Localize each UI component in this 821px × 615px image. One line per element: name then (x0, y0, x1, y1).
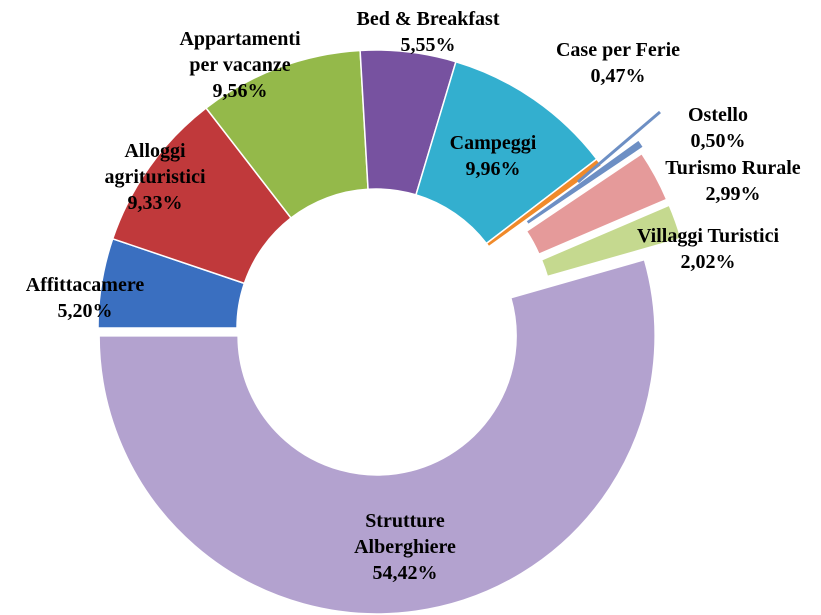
value-label: 9,56% (212, 80, 268, 102)
category-label: Bed & Breakfast (356, 8, 500, 30)
slice (485, 157, 603, 248)
slice (524, 138, 645, 226)
category-label: Campeggi (449, 132, 537, 154)
category-label: Turismo Rurale (665, 157, 801, 179)
category-label: Strutture Alberghiere (354, 510, 456, 558)
value-label: 54,42% (372, 562, 438, 584)
value-label: 0,50% (690, 130, 746, 152)
value-label: 2,99% (705, 183, 761, 205)
category-label: Villaggi Turistici (636, 225, 780, 247)
value-label: 9,33% (127, 192, 183, 214)
slice (98, 258, 656, 615)
slice-label: Alloggi agrituristici 9,33% (90, 138, 220, 216)
category-label: Affittacamere (25, 274, 145, 296)
value-label: 5,55% (400, 34, 456, 56)
category-label: Alloggi agrituristici (104, 140, 206, 188)
value-label: 2,02% (680, 251, 736, 273)
slice-label: Strutture Alberghiere 54,42% (340, 508, 470, 586)
category-label: Appartamenti per vacanze (179, 28, 301, 76)
slice-label: Villaggi Turistici 2,02% (637, 223, 779, 275)
leader-line (577, 110, 661, 184)
category-label: Case per Ferie (555, 39, 681, 61)
value-label: 0,47% (590, 65, 646, 87)
value-label: 9,96% (465, 158, 521, 180)
slice-label: Ostello 0,50% (688, 102, 748, 154)
slice-label: Appartamenti per vacanze 9,56% (165, 26, 315, 104)
category-label: Ostello (688, 104, 748, 126)
slice-label: Affittacamere 5,20% (26, 272, 144, 324)
slice-label: Campeggi 9,96% (450, 130, 537, 182)
slice-label: Case per Ferie 0,47% (556, 37, 680, 89)
slice-label: Bed & Breakfast 5,55% (357, 6, 500, 58)
value-label: 5,20% (57, 300, 113, 322)
slice (540, 204, 682, 278)
slice (525, 152, 668, 256)
slice-label: Turismo Rurale 2,99% (665, 155, 800, 207)
